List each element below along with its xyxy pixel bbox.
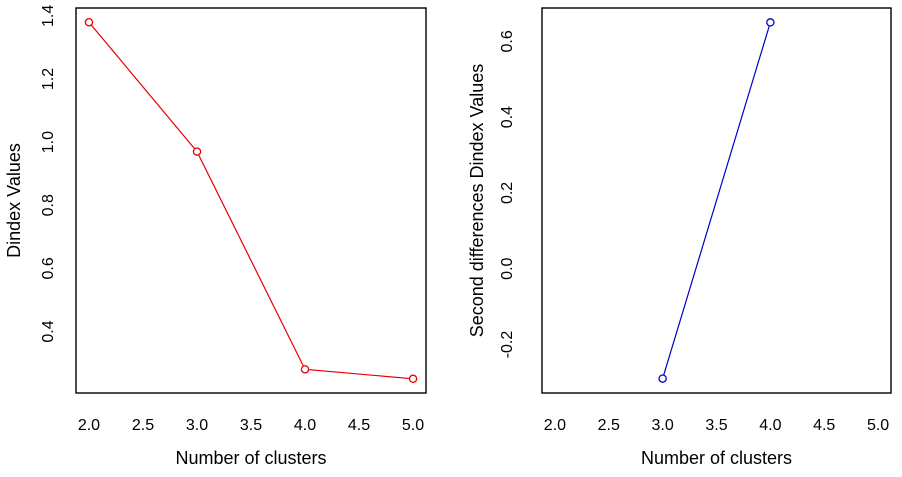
x-tick-label: 3.5 <box>705 417 727 434</box>
y-axis-title: Dindex Values <box>4 143 24 258</box>
x-axis-title: Number of clusters <box>641 448 792 468</box>
y-tick-label: 0.4 <box>40 320 57 342</box>
second-differences-plot: 2.0 2.5 3.0 3.5 4.0 4.5 5.0 -0.2 0.0 0.2 0.4 0.6 Num… <box>467 7 892 468</box>
data-point-marker <box>192 147 202 156</box>
y-tick-label: 1.4 <box>40 5 57 27</box>
x-tick-label: 3.5 <box>240 417 262 434</box>
y-tick-label: 0.0 <box>499 257 516 279</box>
x-tick-label: 2.5 <box>132 417 154 434</box>
series-line <box>88 21 414 380</box>
y-tick-label: 0.8 <box>40 194 57 216</box>
x-tick-label: 4.5 <box>813 417 835 434</box>
y-tick-label: 0.6 <box>499 30 516 52</box>
series-line <box>662 22 771 379</box>
y-tick-label: 0.4 <box>499 106 516 128</box>
y-tick-label: 1.0 <box>40 131 57 153</box>
x-tick-label: 5.0 <box>402 417 424 434</box>
data-point-marker <box>84 17 94 27</box>
x-tick-label: 2.0 <box>78 417 100 434</box>
x-tick-label: 5.0 <box>867 417 889 434</box>
data-point-marker <box>300 365 310 374</box>
y-tick-label: -0.2 <box>499 331 516 359</box>
x-tick-label: 3.0 <box>186 417 208 434</box>
plot-border <box>541 7 892 394</box>
x-axis-title: Number of clusters <box>175 448 326 468</box>
data-point-marker <box>658 374 667 383</box>
dindex-values-plot: 2.0 2.5 3.0 3.5 4.0 4.5 5.0 0.4 0.6 0.8 1.0 1.2 1.4 N… <box>4 5 427 468</box>
x-tick-label: 4.5 <box>348 417 370 434</box>
x-tick-label: 4.0 <box>294 417 316 434</box>
data-point-marker <box>766 18 775 27</box>
x-tick-label: 2.5 <box>598 417 620 434</box>
x-tick-label: 3.0 <box>652 417 674 434</box>
x-tick-label: 4.0 <box>759 417 781 434</box>
y-axis-title: Second differences Dindex Values <box>467 64 487 338</box>
data-point-marker <box>408 374 418 384</box>
x-tick-label: 2.0 <box>544 417 566 434</box>
y-tick-label: 0.2 <box>499 182 516 204</box>
y-tick-label: 1.2 <box>40 68 57 90</box>
y-tick-label: 0.6 <box>40 257 57 279</box>
plot-border <box>75 7 427 394</box>
